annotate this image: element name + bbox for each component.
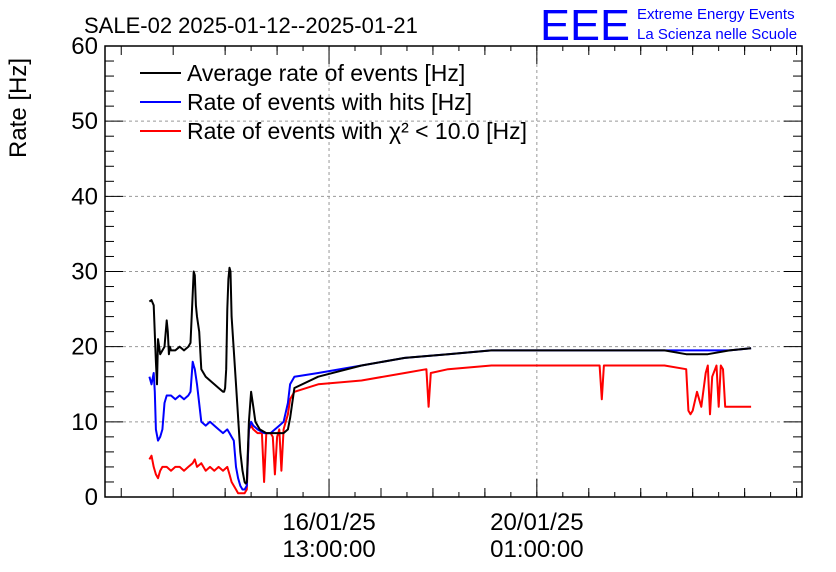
logo-line-2: La Scienza nelle Scuole — [637, 26, 797, 43]
y-axis: 0 10 20 30 40 50 60 — [71, 33, 802, 511]
y-tick-label: 60 — [71, 33, 98, 60]
series-line-average — [148, 266, 752, 485]
y-axis-label: Rate [Hz] — [5, 58, 32, 158]
y-tick-label: 20 — [71, 334, 98, 361]
x-tick-label-time: 13:00:00 — [282, 536, 375, 563]
y-tick-label: 50 — [71, 108, 98, 135]
series-line-chi2 — [148, 364, 752, 495]
series-layer — [148, 266, 752, 495]
y-tick-label: 40 — [71, 183, 98, 210]
y-tick-label: 0 — [85, 484, 98, 511]
logo-line-1: Extreme Energy Events — [637, 6, 795, 23]
logo-letters: EEE — [540, 1, 630, 50]
x-tick-label-time: 01:00:00 — [490, 536, 583, 563]
y-tick-label: 30 — [71, 259, 98, 286]
legend: Average rate of events [Hz] Rate of event… — [140, 60, 527, 144]
legend-entry-average-label: Average rate of events [Hz] — [187, 60, 465, 86]
eee-logo: EEE Extreme Energy Events La Scienza nel… — [540, 1, 797, 50]
grid-lines — [105, 46, 802, 497]
x-tick-label-date: 20/01/25 — [490, 509, 583, 536]
legend-entry-hits-label: Rate of events with hits [Hz] — [187, 89, 472, 115]
legend-entry-chi2-label: Rate of events with χ² < 10.0 [Hz] — [187, 118, 527, 144]
chart-title: SALE-02 2025-01-12--2025-01-21 — [84, 13, 418, 38]
y-tick-label: 10 — [71, 409, 98, 436]
x-tick-label-date: 16/01/25 — [282, 509, 375, 536]
